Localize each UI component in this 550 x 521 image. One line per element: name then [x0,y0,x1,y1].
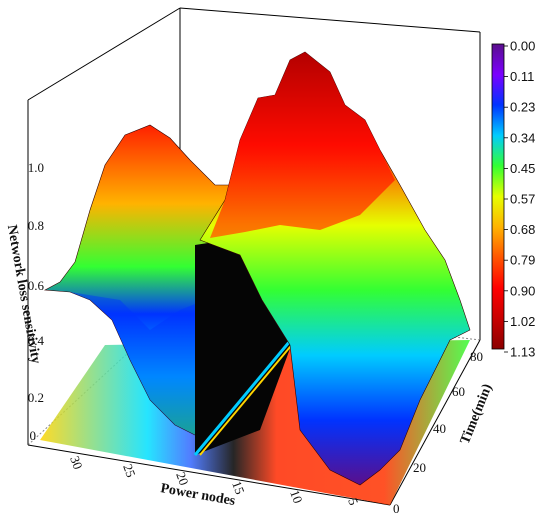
colorbar-tick-label: 0.11 [510,69,534,84]
colorbar: 0.00 0.11 0.23 0.34 0.45 0.57 0.68 0.79 0.90 1.02… [491,39,535,360]
surface-left [43,124,236,441]
z-tick: 0 [30,428,37,443]
y-tick: 0 [393,501,400,516]
z-tick: 0.4 [28,333,45,348]
colorbar-tick-label: 0.45 [510,161,535,176]
colorbar-tick-label: 0.57 [510,192,535,207]
colorbar-tick-label: 1.13 [510,345,535,360]
x-tick: 5 [345,496,361,507]
surface-right [199,51,471,486]
y-tick: 40 [433,421,446,436]
colorbar-gradient [491,43,505,350]
x-tick: 10 [287,488,306,505]
colorbar-tick-label: 1.02 [510,314,535,329]
colorbar-tick-label: 0.23 [510,100,535,115]
z-tick: 0.8 [28,218,44,233]
z-axis-label: Network loss sensitivity [4,224,43,365]
x-tick: 30 [67,454,86,471]
z-tick: 0.2 [28,390,44,405]
z-tick: 0.6 [28,278,45,293]
y-tick: 80 [470,349,483,364]
z-axis: 0 0.2 0.4 0.6 0.8 1.0 Network loss sensi… [4,160,45,443]
colorbar-tick-label: 0.90 [510,283,535,298]
colorbar-tick-label: 0.68 [510,222,535,237]
colorbar-tick-label: 0.79 [510,253,535,268]
y-tick: 60 [452,384,465,399]
x-axis-label: Power nodes [159,481,237,509]
x-tick: 25 [120,462,139,479]
y-tick: 20 [413,460,426,475]
z-tick: 1.0 [28,160,44,175]
colorbar-ticks: 0.00 0.11 0.23 0.34 0.45 0.57 0.68 0.79 0.90 1.02… [504,39,535,360]
x-tick: 20 [173,470,192,487]
colorbar-tick-label: 0.00 [510,39,535,54]
colorbar-tick-label: 0.34 [510,130,535,145]
x-tick: 15 [229,479,248,496]
